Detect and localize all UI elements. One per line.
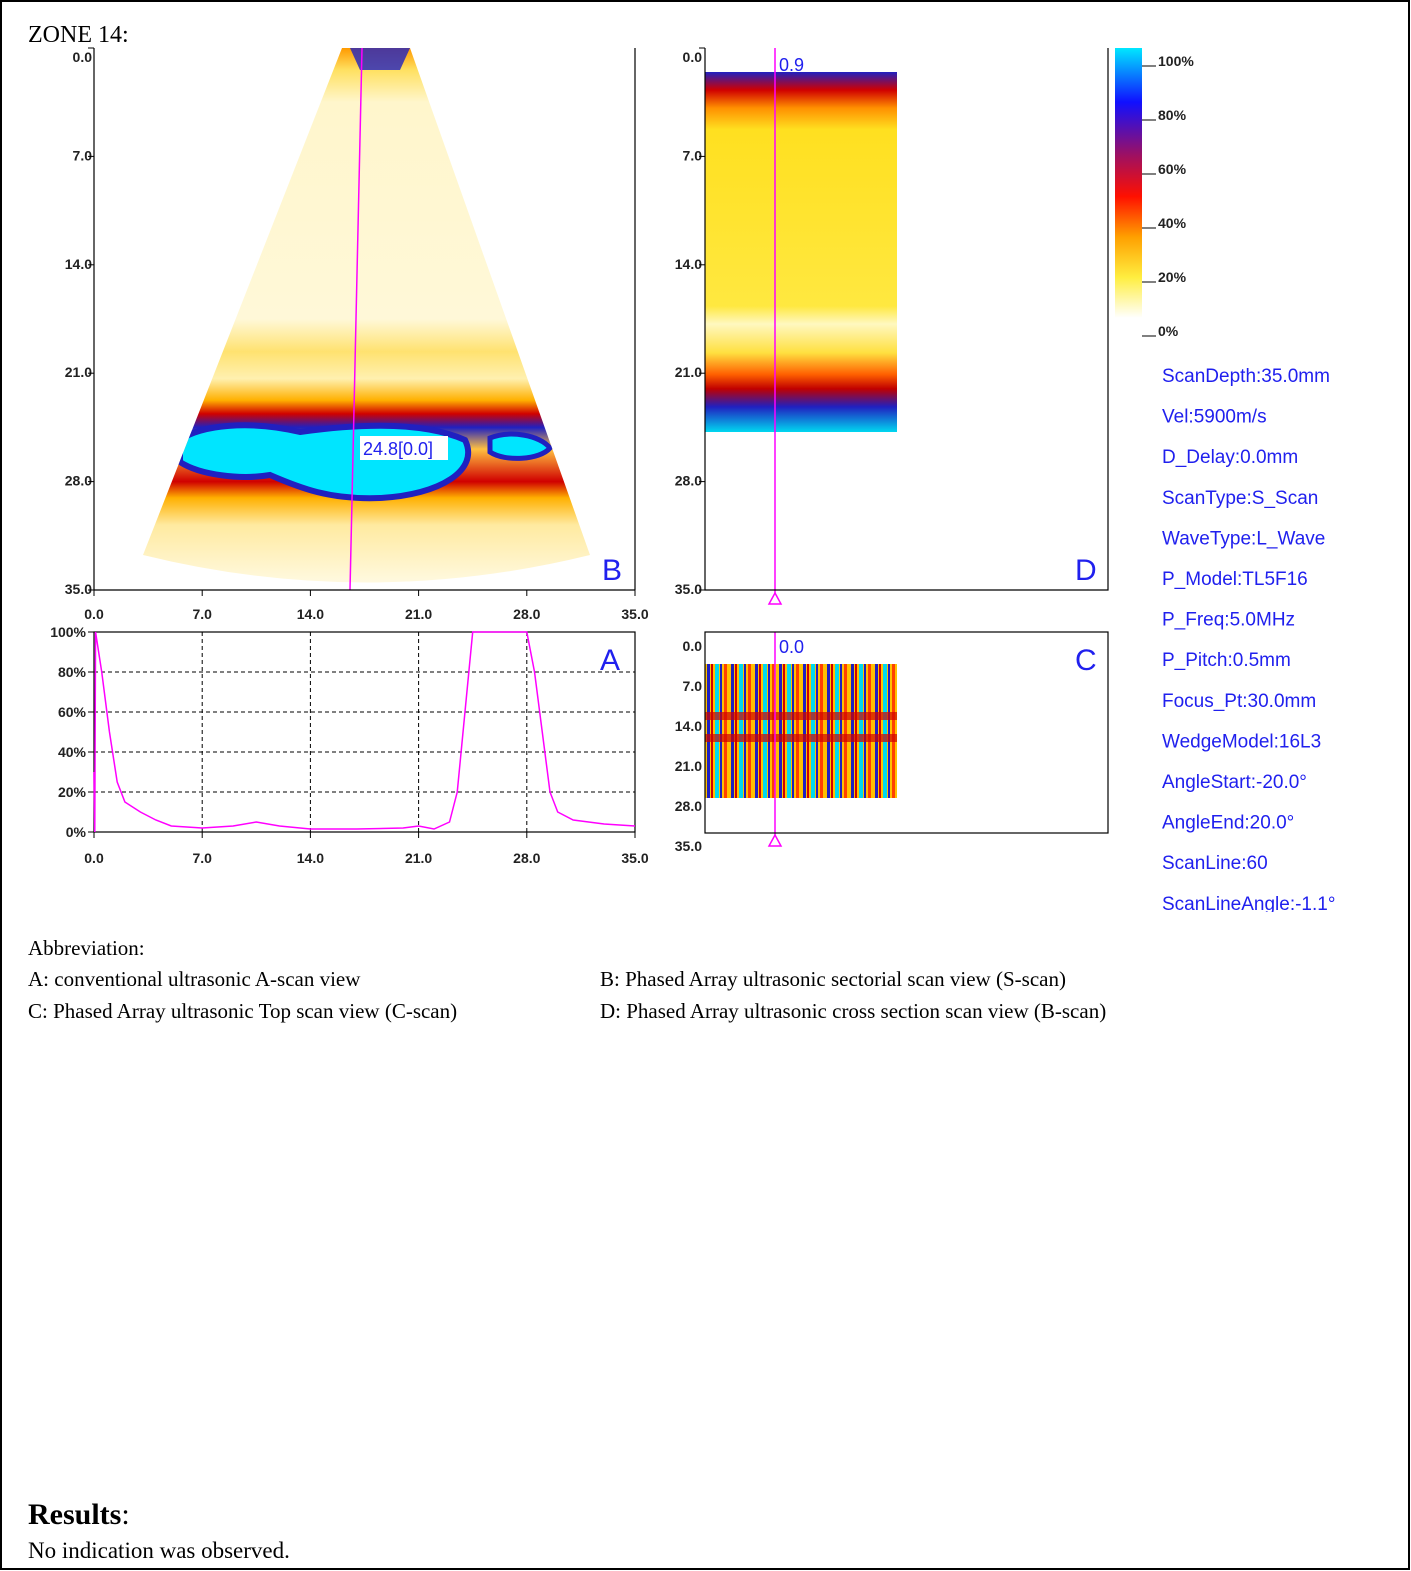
c-scan-image <box>705 664 897 798</box>
parameter: P_Model:TL5F16 <box>1162 569 1308 590</box>
y-tick-label: 28.0 <box>675 798 702 814</box>
parameter: ScanDepth:35.0mm <box>1162 366 1330 387</box>
parameter: ScanType:S_Scan <box>1162 488 1318 509</box>
abbreviation-item: D: Phased Array ultrasonic cross section… <box>600 999 1106 1023</box>
y-tick-label: 28.0 <box>675 473 702 489</box>
scale-label: 0% <box>1158 323 1179 339</box>
y-tick-label: 28.0 <box>65 473 92 489</box>
b-scan-image <box>705 72 897 432</box>
y-tick-label: 0.0 <box>683 49 703 65</box>
x-tick-label: 28.0 <box>513 850 540 866</box>
y-tick-label: 14.0 <box>675 256 702 272</box>
scale-label: 20% <box>1158 269 1187 285</box>
y-tick-label: 0.0 <box>683 638 703 654</box>
parameter: WedgeModel:16L3 <box>1162 731 1321 752</box>
y-tick-label: 21.0 <box>65 364 92 380</box>
parameter: WaveType:L_Wave <box>1162 528 1325 549</box>
y-tick-label: 40% <box>58 744 87 760</box>
a-scan-label: A <box>600 644 620 677</box>
s-scan-cursor-label: 24.8[0.0] <box>363 439 433 459</box>
b-scan-cursor-label: 0.9 <box>779 55 804 75</box>
x-tick-label: 7.0 <box>192 850 212 866</box>
y-tick-label: 7.0 <box>683 678 703 694</box>
abbreviation-item: A: conventional ultrasonic A-scan view <box>28 967 361 991</box>
parameter-list: ScanDepth:35.0mm Vel:5900m/s D_Delay:0.0mm… <box>1162 366 1335 915</box>
color-scale-bar <box>1115 48 1142 318</box>
parameter: Focus_Pt:30.0mm <box>1162 691 1316 712</box>
y-tick-label: 7.0 <box>73 147 93 163</box>
parameter: Vel:5900m/s <box>1162 407 1267 428</box>
results-punctuation: : <box>121 1498 129 1531</box>
c-scan-band <box>705 734 897 742</box>
parameter: ScanLine:60 <box>1162 853 1268 874</box>
c-scan-cursor-marker <box>767 833 783 847</box>
results-heading: Results <box>28 1498 121 1531</box>
results-line: Results: <box>28 1498 130 1531</box>
b-scan-cursor-marker <box>767 591 783 605</box>
y-tick-label: 0% <box>66 824 87 840</box>
c-scan-band <box>705 712 897 720</box>
y-tick-label: 20% <box>58 784 87 800</box>
x-tick-label: 14.0 <box>297 606 324 622</box>
y-tick-label: 35.0 <box>675 838 702 854</box>
scale-label: 60% <box>1158 161 1187 177</box>
zone-title: ZONE 14: <box>28 22 129 48</box>
s-scan-label: B <box>602 554 622 587</box>
a-scan-line <box>93 631 636 833</box>
b-scan-frame <box>704 48 1109 591</box>
x-tick-label: 7.0 <box>192 606 212 622</box>
x-tick-label: 0.0 <box>84 606 104 622</box>
c-scan-label: C <box>1075 644 1097 677</box>
scale-label: 40% <box>1158 215 1187 231</box>
parameter: AngleStart:-20.0° <box>1162 772 1307 793</box>
parameter: AngleEnd:20.0° <box>1162 813 1294 834</box>
abbreviation-item: C: Phased Array ultrasonic Top scan view… <box>28 999 457 1023</box>
y-tick-label: 35.0 <box>65 581 92 597</box>
c-scan-frame <box>704 631 1109 834</box>
y-tick-label: 60% <box>58 704 87 720</box>
x-tick-label: 14.0 <box>297 850 324 866</box>
abbreviation-title: Abbreviation: <box>28 936 145 960</box>
y-tick-label: 7.0 <box>683 147 703 163</box>
x-tick-label: 28.0 <box>513 606 540 622</box>
abbreviation-item: B: Phased Array ultrasonic sectorial sca… <box>600 967 1066 991</box>
parameter: ScanLineAngle:-1.1° <box>1162 894 1335 915</box>
scale-label: 100% <box>1158 53 1194 69</box>
scale-label: 80% <box>1158 107 1187 123</box>
x-tick-label: 21.0 <box>405 850 432 866</box>
x-tick-label: 35.0 <box>621 606 648 622</box>
results-text: No indication was observed. <box>28 1538 290 1563</box>
x-tick-label: 0.0 <box>84 850 104 866</box>
y-tick-label: 35.0 <box>675 581 702 597</box>
parameter: P_Freq:5.0MHz <box>1162 610 1295 631</box>
c-scan-cursor-label: 0.0 <box>779 637 804 657</box>
y-tick-label: 100% <box>50 624 86 640</box>
s-scan-cursor <box>349 47 363 591</box>
b-scan-label: D <box>1075 554 1097 587</box>
y-tick-label: 21.0 <box>675 364 702 380</box>
y-tick-label: 80% <box>58 664 87 680</box>
x-tick-label: 35.0 <box>621 850 648 866</box>
x-tick-label: 21.0 <box>405 606 432 622</box>
parameter: D_Delay:0.0mm <box>1162 447 1298 468</box>
y-tick-label: 14.0 <box>65 256 92 272</box>
cursor-label-bg <box>360 436 448 460</box>
y-tick-label: 14.0 <box>675 718 702 734</box>
s-scan-image <box>143 48 590 583</box>
y-tick-label: 0.0 <box>73 49 93 65</box>
y-tick-label: 21.0 <box>675 758 702 774</box>
parameter: P_Pitch:0.5mm <box>1162 650 1291 671</box>
